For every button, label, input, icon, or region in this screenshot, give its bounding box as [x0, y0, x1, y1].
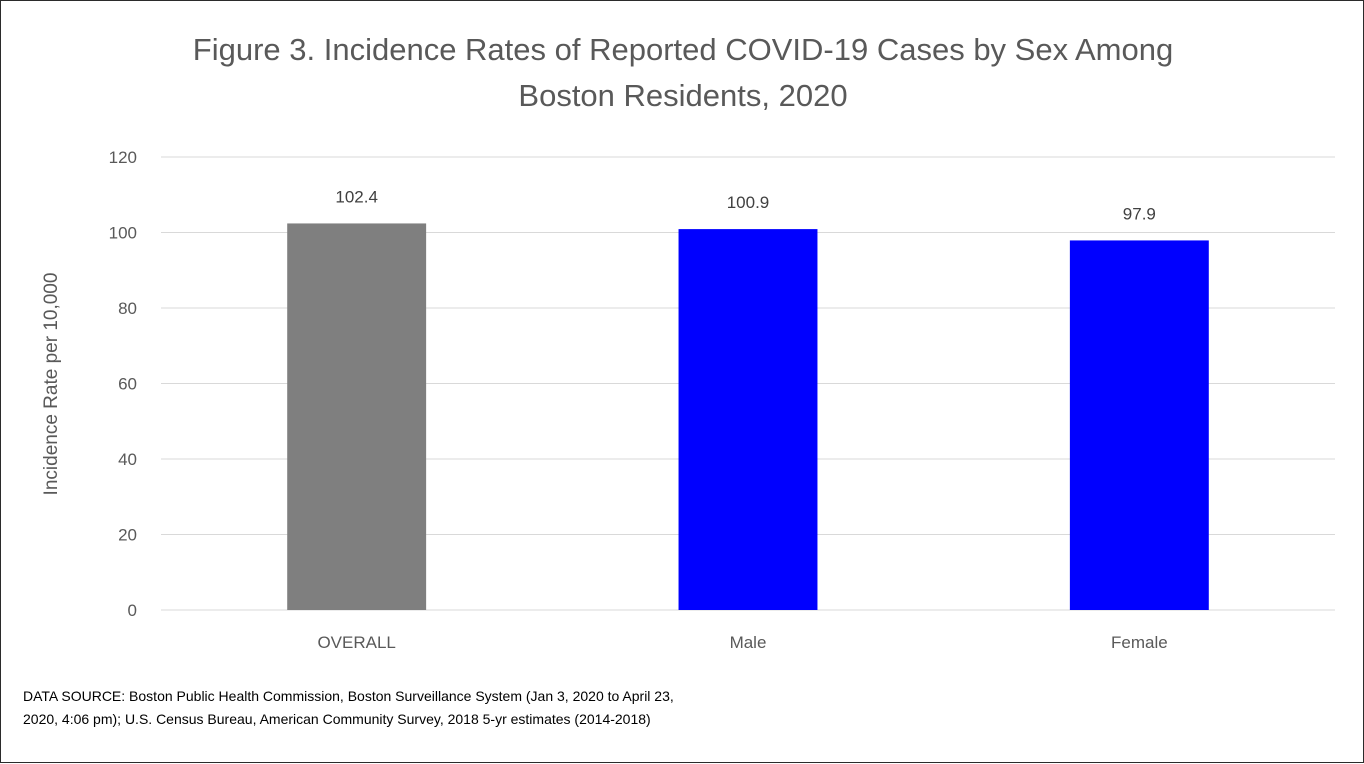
y-tick-label: 120: [109, 148, 137, 167]
x-tick-label: OVERALL: [317, 633, 395, 652]
x-tick-label: Male: [730, 633, 767, 652]
data-label: 97.9: [1123, 204, 1156, 223]
y-axis-tick-labels: 0 20 40 60 80 100 120: [109, 148, 137, 620]
y-tick-label: 20: [118, 526, 137, 545]
bar-female: [1069, 240, 1209, 611]
y-tick-label: 40: [118, 450, 137, 469]
data-labels: 102.4 100.9 97.9: [335, 187, 1155, 223]
data-source-note: DATA SOURCE: Boston Public Health Commis…: [23, 685, 943, 731]
bars: [287, 223, 1209, 611]
bar-overall: [287, 223, 427, 610]
chart-title-line-1: Figure 3. Incidence Rates of Reported CO…: [192, 32, 1174, 67]
data-label: 102.4: [335, 187, 378, 206]
data-source-line-2: 2020, 4:06 pm); U.S. Census Bureau, Amer…: [23, 711, 651, 727]
x-tick-label: Female: [1111, 633, 1168, 652]
y-axis-label: Incidence Rate per 10,000: [41, 273, 62, 496]
y-tick-label: 100: [109, 224, 137, 243]
y-tick-label: 0: [128, 601, 137, 620]
y-tick-label: 80: [118, 299, 137, 318]
chart-title: Figure 3. Incidence Rates of Reported CO…: [1, 27, 1364, 119]
chart-title-line-2: Boston Residents, 2020: [518, 78, 848, 113]
x-axis-tick-labels: OVERALL Male Female: [317, 633, 1167, 652]
y-tick-label: 60: [118, 375, 137, 394]
bar-male: [678, 229, 818, 611]
data-label: 100.9: [727, 193, 770, 212]
data-source-line-1: DATA SOURCE: Boston Public Health Commis…: [23, 688, 674, 704]
